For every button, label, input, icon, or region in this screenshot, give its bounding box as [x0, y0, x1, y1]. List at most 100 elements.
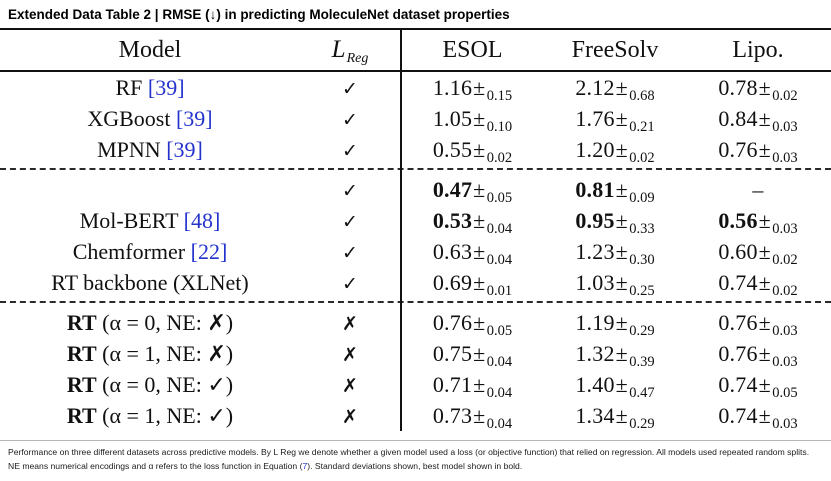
footnote-divider — [0, 440, 831, 441]
model-cell — [0, 174, 300, 205]
value-cell: – — [685, 174, 831, 205]
value-cell: 0.71± 0.04 — [432, 372, 513, 401]
value-cell: 0.76± 0.03 — [718, 310, 798, 339]
table-row: RT (α = 1, NE: ✗) ✗ 0.75± 0.04 1.32± 0.39 … — [0, 338, 831, 370]
citation-link[interactable]: [48] — [183, 208, 221, 233]
plus-minus: ± — [473, 270, 486, 295]
table-row: Chemformer [22] ✓ 0.63± 0.04 1.23± 0.30 0.… — [0, 236, 831, 268]
plus-minus: ± — [758, 208, 771, 233]
table-title: Extended Data Table 2 | RMSE (↓) in pred… — [0, 0, 831, 30]
cross-icon: ✗ — [342, 344, 358, 366]
citation-link[interactable]: [39] — [147, 75, 185, 100]
plus-minus: ± — [615, 341, 628, 366]
table-row: RF [39] ✓ 1.16± 0.15 2.12± 0.68 0.78± 0.02 — [0, 72, 831, 104]
col-header-lipo: Lipo. — [732, 37, 784, 63]
equation-link[interactable]: 7 — [302, 460, 308, 471]
value-cell: 1.19± 0.29 — [575, 310, 655, 339]
model-cell: MPNN [39] — [97, 137, 203, 162]
model-cell: Chemformer [22] — [72, 239, 228, 264]
value-cell: 0.76± 0.03 — [718, 137, 798, 166]
plus-minus: ± — [758, 341, 771, 366]
table-row: MPNN [39] ✓ 0.55± 0.02 1.20± 0.02 0.76± 0.0… — [0, 134, 831, 170]
missing-value-dash: – — [752, 177, 764, 202]
reg-mark-cell: ✗ — [300, 369, 400, 400]
check-icon: ✓ — [342, 273, 358, 295]
value-cell: 1.20± 0.02 — [575, 137, 655, 166]
plus-minus: ± — [758, 106, 771, 131]
footnote-text: ). Standard deviations shown, best model… — [307, 460, 523, 471]
value-cell: 0.69± 0.01 — [432, 270, 513, 299]
value-cell: 0.84± 0.03 — [718, 106, 798, 135]
value-cell: 1.32± 0.39 — [575, 341, 655, 370]
plus-minus: ± — [615, 75, 628, 100]
citation-link[interactable]: [22] — [190, 239, 228, 264]
value-cell: 0.63± 0.04 — [432, 239, 513, 268]
reg-mark-cell: ✓ — [300, 236, 400, 267]
reg-mark-cell: ✗ — [300, 307, 400, 338]
plus-minus: ± — [473, 372, 486, 397]
plus-minus: ± — [758, 239, 771, 264]
reg-mark-cell: ✓ — [300, 134, 400, 165]
plus-minus: ± — [758, 310, 771, 335]
cross-icon: ✗ — [342, 313, 358, 335]
value-cell: 0.81± 0.09 — [575, 177, 655, 206]
plus-minus: ± — [615, 310, 628, 335]
value-cell: 0.78± 0.02 — [718, 75, 798, 104]
plus-minus: ± — [758, 270, 771, 295]
value-cell: 0.56± 0.03 — [718, 208, 798, 237]
col-header-lreg: LReg — [300, 30, 400, 70]
citation-link[interactable]: [39] — [175, 106, 213, 131]
model-cell: RT (α = 0, NE: ✗) — [66, 310, 234, 335]
check-icon: ✓ — [342, 242, 358, 264]
plus-minus: ± — [615, 208, 628, 233]
column-divider — [400, 30, 402, 431]
value-cell: 1.03± 0.25 — [575, 270, 655, 299]
plus-minus: ± — [615, 177, 628, 202]
table-row: Mol-BERT [48] ✓ 0.53± 0.04 0.95± 0.33 0.56… — [0, 205, 831, 237]
plus-minus: ± — [473, 310, 486, 335]
model-cell: RT (α = 1, NE: ✗) — [66, 341, 234, 366]
table-row: ✓ 0.47± 0.05 0.81± 0.09 – — [0, 174, 831, 206]
plus-minus: ± — [473, 75, 486, 100]
value-cell: 0.55± 0.02 — [432, 137, 513, 166]
col-header-model: Model — [118, 37, 182, 63]
value-cell: 0.73± 0.04 — [432, 403, 513, 432]
plus-minus: ± — [758, 137, 771, 162]
data-table: Model LReg ESOL FreeSolv Lipo. RF [39] ✓… — [0, 30, 831, 432]
table-row: RT (α = 1, NE: ✓) ✗ 0.73± 0.04 1.34± 0.29 … — [0, 400, 831, 432]
reg-subscript: Reg — [346, 51, 369, 66]
value-cell: 0.53± 0.04 — [432, 208, 513, 237]
plus-minus: ± — [615, 403, 628, 428]
model-cell: XGBoost [39] — [87, 106, 213, 131]
citation-link[interactable]: [39] — [166, 137, 203, 162]
table-row: XGBoost [39] ✓ 1.05± 0.10 1.76± 0.21 0.84±… — [0, 103, 831, 135]
model-cell: RT backbone (XLNet) — [51, 270, 249, 295]
plus-minus: ± — [615, 372, 628, 397]
value-cell: 0.74± 0.02 — [718, 270, 798, 299]
table-header-row: Model LReg ESOL FreeSolv Lipo. — [0, 30, 831, 72]
model-cell: RT (α = 1, NE: ✓) — [66, 403, 234, 428]
reg-mark-cell: ✓ — [300, 205, 400, 236]
check-icon: ✓ — [342, 180, 358, 202]
plus-minus: ± — [615, 106, 628, 131]
plus-minus: ± — [758, 372, 771, 397]
table-body: RF [39] ✓ 1.16± 0.15 2.12± 0.68 0.78± 0.02 … — [0, 72, 831, 432]
value-cell: 1.16± 0.15 — [432, 75, 513, 104]
reg-mark-cell: ✓ — [300, 103, 400, 134]
reg-mark-cell: ✗ — [300, 338, 400, 369]
script-l-symbol: L — [331, 36, 346, 63]
model-cell: RF [39] — [115, 75, 185, 100]
value-cell: 0.74± 0.05 — [718, 372, 798, 401]
value-cell: 2.12± 0.68 — [575, 75, 655, 104]
plus-minus: ± — [473, 403, 486, 428]
cross-icon: ✗ — [342, 375, 358, 397]
check-icon: ✓ — [342, 140, 358, 162]
model-cell: RT (α = 0, NE: ✓) — [66, 372, 234, 397]
col-header-freesolv: FreeSolv — [571, 37, 659, 63]
value-cell: 1.34± 0.29 — [575, 403, 655, 432]
footnote-text: Performance on three different datasets … — [8, 447, 810, 471]
table-footnote: Performance on three different datasets … — [0, 441, 831, 474]
plus-minus: ± — [615, 137, 628, 162]
plus-minus: ± — [615, 239, 628, 264]
